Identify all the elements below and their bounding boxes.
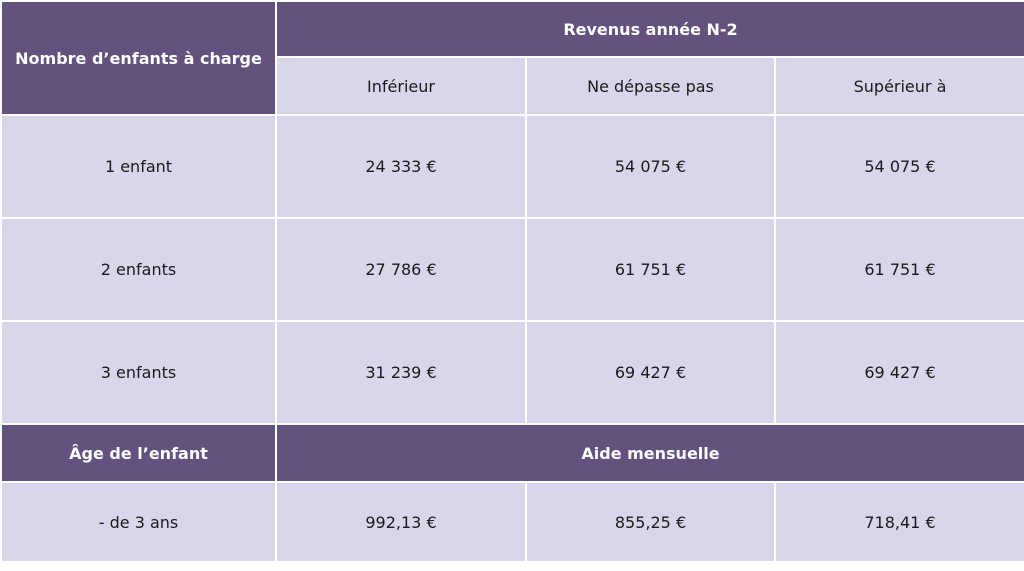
header-row-top: Nombre d’enfants à charge Revenus année … [0, 0, 1024, 116]
table-cell: 992,13 € [275, 481, 527, 563]
table-row: 1 enfant 24 333 € 54 075 € 54 075 € [0, 114, 1024, 219]
row-label: 1 enfant [0, 114, 277, 219]
income-year-header: Revenus année N-2 [275, 0, 1024, 58]
monthly-aid-header: Aide mensuelle [275, 423, 1024, 483]
column-header-inferieur: Inférieur [275, 56, 527, 116]
aid-row: - de 3 ans 992,13 € 855,25 € 718,41 € [0, 481, 1024, 563]
aid-header-row: Âge de l’enfant Aide mensuelle [0, 423, 1024, 483]
column-header-ne-depasse-pas: Ne dépasse pas [525, 56, 776, 116]
column-header-superieur: Supérieur à [774, 56, 1024, 116]
table-cell: 69 427 € [525, 320, 776, 425]
row-label: 2 enfants [0, 217, 277, 322]
table-row: 3 enfants 31 239 € 69 427 € 69 427 € [0, 320, 1024, 425]
table-cell: 31 239 € [275, 320, 527, 425]
table-cell: 24 333 € [275, 114, 527, 219]
table-cell: 855,25 € [525, 481, 776, 563]
table-cell: 69 427 € [774, 320, 1024, 425]
children-count-header: Nombre d’enfants à charge [0, 0, 277, 116]
row-label: - de 3 ans [0, 481, 277, 563]
table-cell: 54 075 € [774, 114, 1024, 219]
header-row-sub: Inférieur Ne dépasse pas Supérieur à [1, 56, 1024, 116]
table-cell: 61 751 € [525, 217, 776, 322]
table-row: 2 enfants 27 786 € 61 751 € 61 751 € [0, 217, 1024, 322]
table-cell: 54 075 € [525, 114, 776, 219]
table-cell: 718,41 € [774, 481, 1024, 563]
table-cell: 61 751 € [774, 217, 1024, 322]
child-age-header: Âge de l’enfant [0, 423, 277, 483]
table-cell: 27 786 € [275, 217, 527, 322]
row-label: 3 enfants [0, 320, 277, 425]
